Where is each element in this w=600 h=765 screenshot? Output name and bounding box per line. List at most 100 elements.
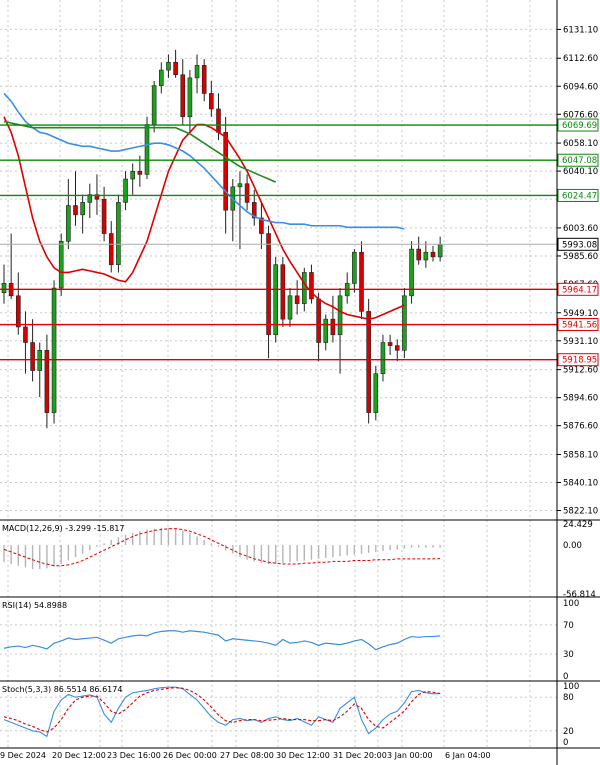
price-y-tick-label: 6058.10 <box>563 139 598 149</box>
candle-bearish[interactable] <box>23 326 28 343</box>
price-y-tick-label: 5858.10 <box>563 450 598 460</box>
candle-bearish[interactable] <box>330 318 336 336</box>
candle-bullish[interactable] <box>380 342 386 374</box>
macd-y-tick-label: -56.814 <box>563 590 596 600</box>
price-y-tick-label: 5912.60 <box>563 366 598 376</box>
x-tick-label: 3 Jan 00:00 <box>387 751 433 760</box>
candle-bullish[interactable] <box>1 283 7 293</box>
stoch-panel[interactable] <box>0 686 557 738</box>
macd-y-tick-label: 24.429 <box>563 520 593 530</box>
x-tick-label: 23 Dec 16:00 <box>107 751 161 760</box>
price-y-tick-label: 6003.60 <box>563 224 598 234</box>
candle-bullish[interactable] <box>123 178 128 203</box>
candle-bullish[interactable] <box>166 61 171 71</box>
candle-bearish[interactable] <box>201 65 207 94</box>
candle-bearish[interactable] <box>430 251 436 258</box>
candle-bearish[interactable] <box>244 183 250 203</box>
price-y-tick-label: 5894.60 <box>563 394 598 404</box>
candle-bullish[interactable] <box>58 241 64 289</box>
candle-bullish[interactable] <box>237 183 243 188</box>
price-y-tick-label: 5985.60 <box>563 252 598 262</box>
candle-bullish[interactable] <box>51 287 57 413</box>
current-price-tag <box>557 237 599 251</box>
rsi-y-tick-label: 70 <box>563 621 574 631</box>
candle-bullish[interactable] <box>437 244 443 258</box>
candle-bearish[interactable] <box>387 342 393 346</box>
candle-bullish[interactable] <box>37 349 43 371</box>
candle-bullish[interactable] <box>301 272 307 304</box>
candle-bearish[interactable] <box>280 264 286 320</box>
candle-bearish[interactable] <box>359 251 364 312</box>
rsi-title: RSI(14) 54.8988 <box>2 601 67 610</box>
price-y-tick-label: 6131.10 <box>563 25 598 35</box>
price-y-tick-label: 5949.10 <box>563 309 598 319</box>
candle-bearish[interactable] <box>44 349 50 413</box>
level-tag <box>557 153 599 167</box>
stoch-title: Stoch(5,3,3) 86.5514 86.6174 <box>2 685 122 694</box>
candle-bearish[interactable] <box>15 295 21 328</box>
candle-bearish[interactable] <box>416 248 422 261</box>
level-tag-label: 6069.69 <box>562 121 597 131</box>
macd-panel[interactable] <box>3 527 441 570</box>
candle-bearish[interactable] <box>173 61 178 76</box>
candle-bearish[interactable] <box>30 342 35 371</box>
candle-bullish[interactable] <box>273 264 279 336</box>
level-tag <box>557 318 599 332</box>
candle-bearish[interactable] <box>137 170 143 175</box>
candle-bearish[interactable] <box>223 132 228 211</box>
candle-bullish[interactable] <box>287 295 293 320</box>
price-panel[interactable] <box>0 0 557 748</box>
candle-bearish[interactable] <box>108 233 114 265</box>
level-tag-label: 5964.17 <box>562 285 597 295</box>
x-tick-label: 27 Dec 08:00 <box>220 751 274 760</box>
rsi-line <box>3 630 441 651</box>
candle-bearish[interactable] <box>180 74 186 118</box>
candle-bearish[interactable] <box>73 205 78 216</box>
rsi-panel[interactable] <box>0 624 557 655</box>
level-tag <box>557 118 599 132</box>
candle-bearish[interactable] <box>209 93 214 110</box>
x-tick-label: 31 Dec 20:00 <box>333 751 387 760</box>
candle-bearish[interactable] <box>216 108 221 133</box>
price-y-tick-label: 5822.10 <box>563 507 598 517</box>
candle-bullish[interactable] <box>194 65 200 79</box>
level-tag <box>557 188 599 202</box>
candle-bullish[interactable] <box>116 202 121 265</box>
candle-bullish[interactable] <box>337 295 343 336</box>
stoch-k-line <box>3 686 441 738</box>
stoch-y-tick-label: 80 <box>563 693 574 703</box>
candle-bullish[interactable] <box>409 248 414 297</box>
candle-bearish[interactable] <box>294 295 300 304</box>
candle-bearish[interactable] <box>316 298 321 343</box>
candle-bullish[interactable] <box>130 170 135 180</box>
candle-bearish[interactable] <box>94 194 100 200</box>
level-tag-label: 6047.08 <box>562 156 597 166</box>
candle-bearish[interactable] <box>394 345 400 351</box>
candle-bullish[interactable] <box>87 194 93 203</box>
candle-bullish[interactable] <box>80 202 85 216</box>
candle-bullish[interactable] <box>187 77 193 118</box>
candle-bullish[interactable] <box>323 318 329 343</box>
candle-bullish[interactable] <box>144 124 150 175</box>
candle-bullish[interactable] <box>66 205 71 242</box>
candle-bearish[interactable] <box>266 233 271 336</box>
price-y-tick-label: 6040.10 <box>563 167 598 177</box>
current-price-label: 5993.08 <box>562 240 597 250</box>
candle-bearish[interactable] <box>309 272 314 300</box>
level-tag-label: 6024.47 <box>562 191 597 201</box>
candle-bearish[interactable] <box>366 311 371 413</box>
x-tick-label: 20 Dec 12:00 <box>52 751 106 760</box>
candle-bearish[interactable] <box>251 202 257 219</box>
stoch-y-tick-label: 20 <box>563 727 574 737</box>
candle-bullish[interactable] <box>159 69 164 86</box>
candle-bullish[interactable] <box>373 373 379 413</box>
candle-bearish[interactable] <box>101 198 107 234</box>
candle-bearish[interactable] <box>259 217 264 234</box>
moving-average-line <box>3 92 405 230</box>
candle-bullish[interactable] <box>402 295 407 351</box>
candle-bullish[interactable] <box>151 85 157 125</box>
candle-bullish[interactable] <box>423 251 429 261</box>
candle-bullish[interactable] <box>352 251 357 284</box>
